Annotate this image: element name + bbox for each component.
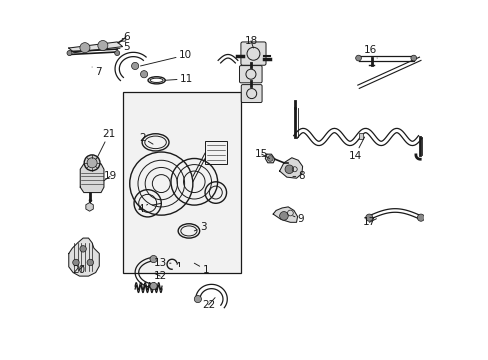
Circle shape [80,42,90,53]
Text: 6: 6 [121,32,129,41]
Circle shape [365,214,372,221]
Text: 18: 18 [244,36,257,48]
Text: 22: 22 [202,298,215,310]
Circle shape [194,296,201,303]
Circle shape [150,256,157,263]
Polygon shape [265,154,274,163]
FancyBboxPatch shape [239,66,262,83]
Text: 21: 21 [97,129,115,158]
Circle shape [98,41,108,50]
Text: 8: 8 [292,171,305,181]
Text: 15: 15 [255,149,269,159]
Circle shape [67,50,72,55]
FancyBboxPatch shape [241,42,265,65]
Text: 2: 2 [139,133,153,144]
FancyBboxPatch shape [241,85,262,103]
Circle shape [80,246,86,252]
Circle shape [73,259,79,266]
Circle shape [115,50,120,55]
Polygon shape [80,164,104,193]
Bar [204,140,226,164]
Polygon shape [69,42,122,53]
Text: 14: 14 [347,137,364,161]
Bar [122,92,241,273]
Circle shape [355,55,361,61]
Text: 4: 4 [137,204,147,214]
Circle shape [140,71,147,78]
Text: 19: 19 [103,171,117,181]
Text: 13: 13 [153,258,171,268]
Circle shape [416,214,424,221]
Text: 16: 16 [364,45,377,58]
Circle shape [84,155,100,171]
Circle shape [131,62,139,69]
Text: 10: 10 [140,50,191,66]
Text: 12: 12 [153,271,166,281]
Polygon shape [279,158,302,178]
Text: 3: 3 [194,222,206,232]
Circle shape [87,259,93,266]
Text: 7: 7 [92,67,102,77]
Circle shape [285,165,293,174]
Text: 1: 1 [194,263,209,275]
Text: 11: 11 [164,74,193,84]
Polygon shape [273,207,297,222]
Circle shape [267,156,273,161]
Circle shape [150,282,157,289]
Circle shape [410,55,416,61]
Text: 9: 9 [292,215,304,224]
Bar [359,134,362,139]
FancyBboxPatch shape [122,39,125,41]
Polygon shape [69,238,99,276]
Text: 5: 5 [116,42,129,52]
Text: 20: 20 [72,265,85,275]
Circle shape [87,158,97,168]
Circle shape [279,212,287,220]
Text: 17: 17 [362,217,376,227]
